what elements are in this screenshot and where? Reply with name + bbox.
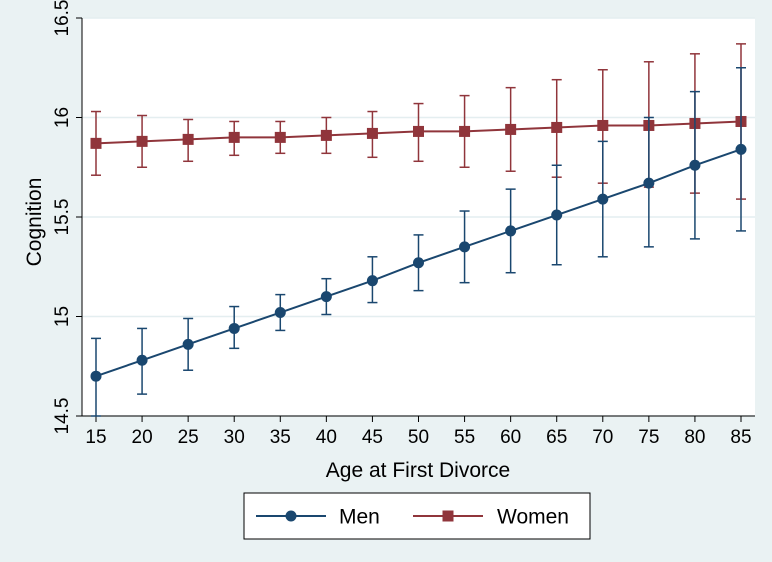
- data-point-women: [366, 127, 378, 139]
- y-tick-label: 16.5: [52, 0, 73, 36]
- data-point-men: [413, 257, 424, 269]
- x-axis: 15 20 25 30 35 40 45 50 55 60 65 70 75 80 85: [82, 415, 755, 448]
- data-point-men: [274, 307, 286, 319]
- data-point-men: [320, 291, 332, 303]
- x-tick-label: 80: [684, 427, 705, 448]
- x-tick-label: 30: [224, 427, 245, 448]
- x-tick-label: 50: [408, 427, 429, 448]
- data-point-women: [505, 123, 517, 135]
- data-point-women: [274, 131, 286, 143]
- x-tick-label: 35: [270, 427, 291, 448]
- data-point-men: [551, 209, 563, 221]
- data-point-women: [459, 125, 471, 137]
- y-axis-title: Cognition: [23, 178, 46, 267]
- x-tick-label: 45: [362, 427, 383, 448]
- data-point-men: [90, 370, 102, 382]
- data-point-men: [505, 225, 517, 237]
- x-tick-label: 65: [546, 427, 567, 448]
- legend-label-women: Women: [497, 506, 569, 529]
- x-tick-label: 20: [132, 427, 153, 448]
- data-point-men: [366, 275, 378, 287]
- y-tick-label: 15.5: [52, 199, 73, 236]
- x-tick-label: 40: [316, 427, 337, 448]
- data-point-women: [90, 137, 102, 149]
- legend-label-men: Men: [339, 506, 380, 529]
- y-tick-label: 16: [52, 107, 73, 128]
- x-tick-label: 60: [500, 427, 521, 448]
- x-axis-title: Age at First Divorce: [326, 459, 510, 482]
- series-layer: [90, 43, 747, 417]
- x-tick-label: 75: [638, 427, 659, 448]
- data-point-men: [643, 177, 655, 189]
- x-tick-label: 85: [730, 427, 751, 448]
- data-point-men: [136, 354, 148, 366]
- data-point-men: [689, 159, 701, 171]
- x-tick-label: 55: [454, 427, 475, 448]
- data-point-men: [597, 193, 609, 205]
- x-tick-label: 70: [592, 427, 613, 448]
- data-point-men: [182, 338, 194, 350]
- legend: Men Women: [243, 492, 591, 540]
- legend-marker-women: [442, 510, 454, 522]
- data-point-men: [228, 322, 240, 334]
- data-point-women: [228, 131, 240, 143]
- x-tick-label: 15: [85, 427, 106, 448]
- data-point-women: [597, 119, 609, 131]
- data-point-men: [735, 143, 747, 155]
- x-tick-label: 25: [178, 427, 199, 448]
- series-men: [90, 67, 747, 417]
- data-point-women: [413, 125, 424, 137]
- data-point-men: [459, 241, 471, 253]
- data-point-women: [136, 135, 148, 147]
- data-point-women: [320, 129, 332, 141]
- y-tick-label: 14.5: [52, 398, 73, 435]
- legend-marker-men: [285, 510, 297, 522]
- data-point-women: [182, 133, 194, 145]
- y-tick-label: 15: [52, 306, 73, 327]
- y-axis: 14.5 15 15.5 16 16.5: [52, 0, 83, 435]
- data-point-women: [551, 121, 563, 133]
